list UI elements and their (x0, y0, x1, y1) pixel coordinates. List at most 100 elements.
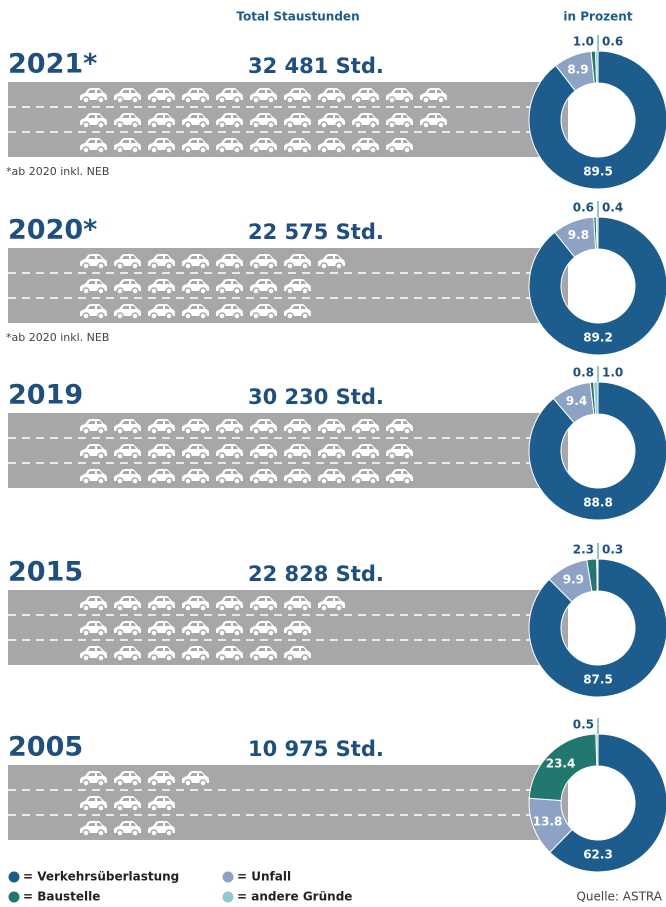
car-window (156, 446, 170, 449)
car (250, 621, 277, 637)
car-window (326, 598, 340, 601)
car-wheel (116, 312, 124, 320)
car-wheel (233, 629, 241, 637)
car (148, 646, 175, 662)
car-wheel (116, 287, 124, 295)
car-window (88, 306, 102, 309)
car-wheel (165, 427, 173, 435)
car-wheel (354, 121, 362, 129)
car (114, 646, 141, 662)
car-window (122, 421, 136, 424)
pie-slice (594, 50, 599, 84)
car-wheel (165, 262, 173, 270)
car (216, 419, 243, 435)
car (148, 469, 175, 485)
car-window (360, 421, 374, 424)
car-window (122, 281, 136, 284)
car-window (122, 773, 136, 776)
car (80, 419, 107, 435)
car-wheel (150, 452, 158, 460)
car-wheel (150, 287, 158, 295)
pie-slice (549, 733, 666, 873)
car-window (156, 773, 170, 776)
car-wheel (116, 804, 124, 812)
car-wheel (335, 452, 343, 460)
car (284, 444, 311, 460)
car (114, 254, 141, 270)
car-wheel (199, 262, 207, 270)
car-wheel (369, 452, 377, 460)
car (250, 304, 277, 320)
car-wheel (199, 629, 207, 637)
car-window (190, 306, 204, 309)
car-wheel (97, 779, 105, 787)
car-wheel (116, 427, 124, 435)
car (114, 419, 141, 435)
car-window (326, 256, 340, 259)
car-wheel (437, 96, 445, 104)
car-wheel (218, 262, 226, 270)
car (182, 279, 209, 295)
car-wheel (252, 452, 260, 460)
car-window (428, 115, 442, 118)
total-hours: 22 575 Std. (248, 220, 384, 244)
car-wheel (184, 312, 192, 320)
car-window (122, 306, 136, 309)
car (386, 113, 413, 129)
car (80, 88, 107, 104)
car (182, 444, 209, 460)
car-window (156, 90, 170, 93)
car-window (88, 115, 102, 118)
car-wheel (150, 477, 158, 485)
car-wheel (388, 121, 396, 129)
car-wheel (267, 477, 275, 485)
car-wheel (82, 121, 90, 129)
pie-slice (595, 216, 599, 250)
car (216, 88, 243, 104)
car (114, 279, 141, 295)
car-wheel (267, 629, 275, 637)
car (114, 304, 141, 320)
car-wheel (267, 146, 275, 154)
car-wheel (286, 452, 294, 460)
slice-label: 89.2 (583, 331, 613, 345)
car (80, 444, 107, 460)
car-wheel (165, 312, 173, 320)
car-wheel (267, 427, 275, 435)
car-wheel (286, 629, 294, 637)
car-wheel (165, 121, 173, 129)
car (114, 444, 141, 460)
car-wheel (82, 287, 90, 295)
car-wheel (252, 604, 260, 612)
car (148, 596, 175, 612)
car-wheel (165, 477, 173, 485)
slice-label: 0.3 (602, 543, 623, 557)
car-wheel (388, 452, 396, 460)
car (250, 279, 277, 295)
car-wheel (82, 427, 90, 435)
car-window (122, 798, 136, 801)
car (216, 596, 243, 612)
car-window (224, 281, 238, 284)
car-wheel (97, 452, 105, 460)
car-wheel (199, 121, 207, 129)
car-wheel (267, 96, 275, 104)
slice-label: 1.0 (573, 35, 594, 49)
car-wheel (320, 96, 328, 104)
total-hours: 10 975 Std. (248, 737, 384, 761)
car (386, 469, 413, 485)
car-wheel (233, 452, 241, 460)
car (386, 419, 413, 435)
car-wheel (320, 262, 328, 270)
car-window (292, 623, 306, 626)
car-window (88, 773, 102, 776)
car (80, 279, 107, 295)
car-wheel (82, 312, 90, 320)
car-wheel (82, 146, 90, 154)
car-wheel (165, 452, 173, 460)
car-window (156, 115, 170, 118)
car-wheel (184, 146, 192, 154)
car-wheel (286, 287, 294, 295)
car (352, 88, 379, 104)
cars (80, 596, 345, 662)
